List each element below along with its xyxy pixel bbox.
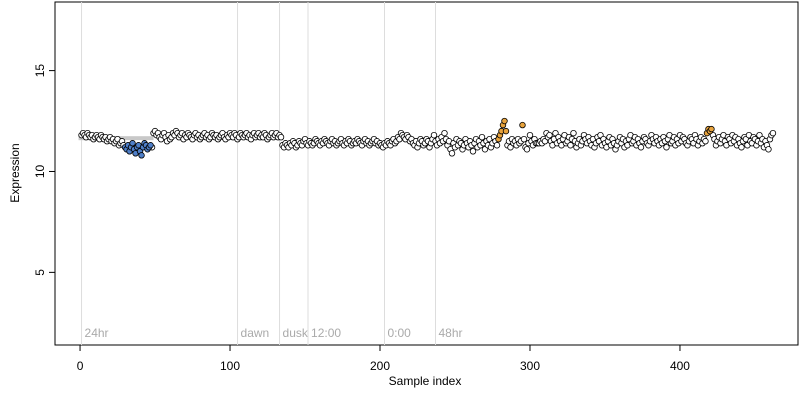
point: [663, 144, 670, 151]
x-axis-title: Sample index: [389, 374, 462, 388]
point: [138, 152, 145, 159]
point: [708, 125, 715, 133]
point: [277, 133, 285, 141]
annotation-label: 12:00: [311, 326, 341, 340]
y-tick-label: 15: [33, 64, 47, 78]
point: [637, 144, 645, 151]
point: [430, 131, 438, 139]
point: [519, 121, 526, 129]
y-tick-label: 5: [33, 269, 47, 276]
point: [702, 138, 709, 145]
y-axis-title: Expression: [8, 143, 22, 202]
plot-frame: [54, 1, 799, 346]
point: [501, 117, 508, 125]
point: [738, 144, 745, 151]
y-tick-label: 10: [33, 164, 47, 178]
point: [502, 127, 510, 135]
point: [523, 146, 531, 153]
x-tick-label: 200: [370, 359, 390, 373]
point: [441, 129, 448, 137]
point: [478, 133, 486, 141]
x-tick-label: 300: [520, 359, 540, 373]
point: [546, 131, 553, 139]
point: [469, 148, 477, 155]
point: [765, 146, 772, 153]
point: [769, 129, 777, 137]
point: [448, 150, 456, 157]
point: [520, 135, 528, 143]
x-tick-label: 100: [220, 359, 240, 373]
x-tick-label: 400: [670, 359, 690, 373]
point: [493, 142, 501, 149]
annotation-label: dusk: [283, 326, 309, 340]
annotation-label: 24hr: [85, 326, 109, 340]
point: [147, 142, 154, 149]
x-tick-label: 0: [77, 359, 84, 373]
annotation-label: 0:00: [388, 326, 412, 340]
annotation-label: 48hr: [438, 326, 462, 340]
point: [526, 131, 534, 139]
point: [129, 140, 136, 147]
point: [567, 142, 574, 149]
annotation-label: dawn: [241, 326, 270, 340]
point: [570, 129, 577, 137]
